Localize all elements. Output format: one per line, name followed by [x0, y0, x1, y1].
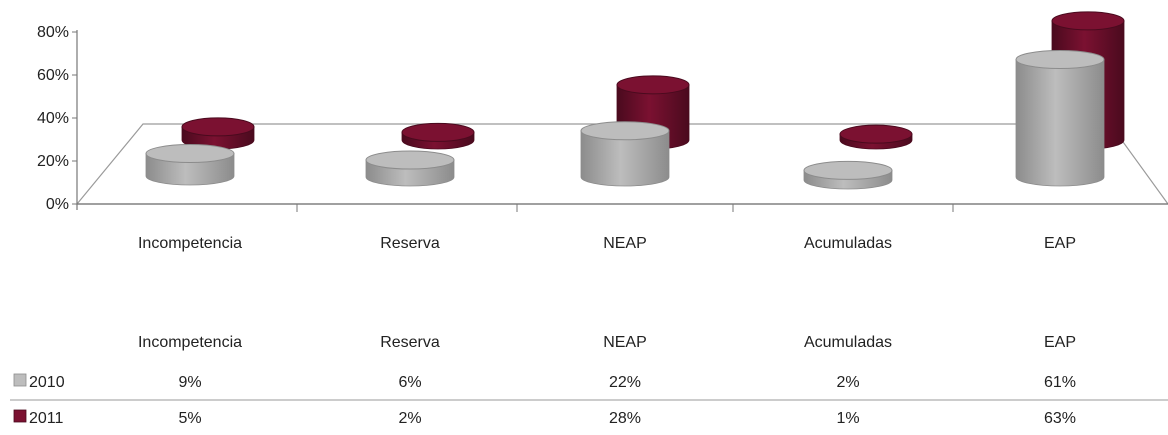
table-value-cell: 63%: [1044, 410, 1076, 427]
bar-2011: [839, 124, 913, 150]
table-value-cell: 1%: [836, 410, 859, 427]
y-tick-label: 80%: [37, 24, 69, 41]
table-value-cell: 9%: [178, 374, 201, 391]
x-tick-label: Acumuladas: [804, 235, 892, 252]
y-tick-label: 20%: [37, 153, 69, 170]
bar-2011: [181, 117, 255, 150]
x-tick-label: Reserva: [380, 235, 440, 252]
legend-series-name: 2010: [29, 374, 65, 391]
y-tick-label: 40%: [37, 110, 69, 127]
y-axis: 0% 20% 40% 60% 80%: [37, 24, 954, 213]
x-tick-label: Incompetencia: [138, 235, 242, 252]
table-value-cell: 61%: [1044, 374, 1076, 391]
bar-2010: [580, 121, 670, 187]
table-header-cell: EAP: [1044, 334, 1076, 351]
bar-2010: [1015, 50, 1105, 187]
table-value-cell: 6%: [398, 374, 421, 391]
x-tick-label: NEAP: [603, 235, 647, 252]
bar-2010: [803, 160, 893, 190]
table-header-cell: Acumuladas: [804, 334, 892, 351]
series-2011-bars: [181, 11, 1125, 150]
bar-2011: [401, 122, 475, 150]
table-header-cell: Incompetencia: [138, 334, 242, 351]
bar-2010: [145, 144, 235, 186]
legend-series-name: 2011: [29, 410, 64, 427]
series-2010-bars: [145, 50, 1105, 190]
data-table: Incompetencia Reserva NEAP Acumuladas EAP 201…: [10, 334, 1168, 427]
table-value-cell: 5%: [178, 410, 201, 427]
table-value-cell: 28%: [609, 410, 641, 427]
table-value-cell: 2%: [836, 374, 859, 391]
legend-swatch: [13, 373, 27, 387]
legend-swatch: [13, 409, 27, 423]
bar-2010: [365, 150, 455, 187]
table-header-cell: Reserva: [380, 334, 440, 351]
x-axis-labels: Incompetencia Reserva NEAP Acumuladas EAP: [138, 235, 1076, 252]
table-value-cell: 2%: [398, 410, 421, 427]
table-header-cell: NEAP: [603, 334, 647, 351]
x-tick-label: EAP: [1044, 235, 1076, 252]
y-tick-label: 0%: [46, 196, 69, 213]
table-value-cell: 22%: [609, 374, 641, 391]
y-tick-label: 60%: [37, 67, 69, 84]
